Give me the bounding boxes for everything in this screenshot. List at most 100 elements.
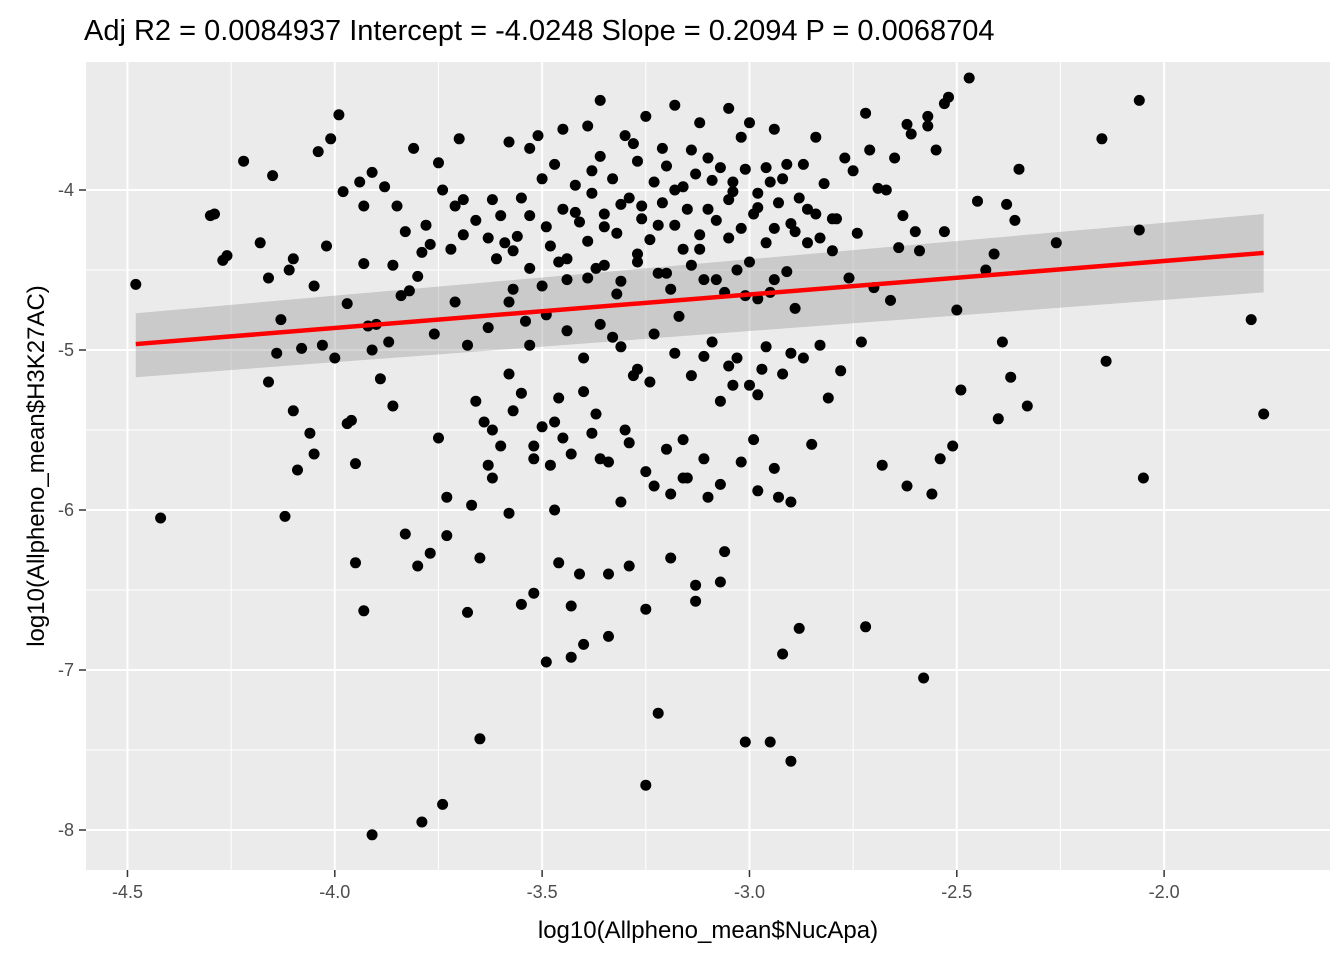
data-point	[661, 443, 672, 455]
data-point	[503, 368, 515, 380]
data-point	[549, 158, 561, 170]
data-point	[615, 496, 627, 508]
data-point	[1137, 472, 1149, 484]
data-point	[553, 256, 565, 268]
data-point	[694, 243, 706, 255]
data-point	[727, 176, 739, 188]
data-point	[901, 480, 913, 492]
y-tick-label: -5	[58, 340, 74, 360]
data-point	[922, 120, 934, 132]
data-point	[760, 237, 772, 249]
data-point	[714, 162, 726, 174]
data-point	[698, 350, 710, 362]
data-point	[474, 552, 486, 564]
data-point	[366, 829, 378, 841]
data-point	[603, 456, 614, 468]
data-point	[287, 405, 299, 417]
data-point	[279, 510, 291, 522]
data-point	[333, 109, 345, 121]
data-point	[553, 392, 565, 404]
data-point	[499, 237, 511, 249]
data-point	[474, 733, 486, 745]
data-point	[578, 638, 590, 650]
data-point	[785, 755, 797, 767]
data-point	[296, 342, 308, 354]
data-point	[345, 414, 357, 426]
data-point	[507, 245, 519, 257]
data-point	[254, 237, 266, 249]
data-point	[988, 248, 1000, 260]
data-point	[963, 72, 975, 84]
data-point	[598, 221, 610, 233]
data-point	[768, 123, 780, 135]
data-point	[623, 192, 635, 204]
data-point	[797, 352, 809, 364]
data-point	[938, 98, 950, 110]
data-point	[1009, 214, 1021, 226]
data-point	[412, 270, 424, 282]
data-point	[640, 603, 652, 615]
data-point	[507, 405, 519, 417]
data-point	[785, 496, 797, 508]
data-point	[387, 400, 399, 412]
data-point	[457, 229, 469, 241]
data-point	[1013, 163, 1025, 175]
x-axis-ticks: -4.5 -4.0 -3.5 -3.0 -2.5 -2.0	[112, 870, 1180, 902]
data-point	[685, 370, 697, 382]
data-point	[744, 379, 755, 391]
data-point	[366, 344, 378, 356]
data-point	[428, 328, 440, 340]
data-point	[482, 322, 494, 334]
data-point	[304, 427, 316, 439]
data-point	[486, 194, 498, 206]
data-point	[860, 621, 872, 633]
data-point	[536, 173, 548, 185]
data-point	[669, 184, 681, 196]
data-point	[329, 352, 341, 364]
data-point	[656, 197, 668, 209]
data-point	[677, 243, 689, 255]
regression-line	[135, 250, 1264, 347]
data-point	[515, 387, 527, 399]
data-point	[947, 440, 959, 452]
data-point	[557, 432, 569, 444]
data-point	[536, 280, 548, 292]
data-point	[719, 546, 731, 558]
data-point	[374, 373, 386, 385]
data-point	[636, 213, 648, 225]
data-point	[665, 283, 677, 295]
data-point	[744, 256, 755, 268]
data-point	[739, 736, 751, 748]
data-point	[424, 547, 436, 559]
data-point	[640, 110, 652, 122]
grid-major	[86, 62, 1330, 870]
data-point	[714, 395, 726, 407]
data-point	[437, 184, 449, 196]
data-point	[980, 264, 992, 276]
data-point	[403, 285, 415, 297]
data-point	[723, 360, 735, 372]
data-point	[441, 530, 453, 542]
data-point	[308, 448, 320, 460]
data-point	[391, 200, 403, 212]
data-point	[486, 472, 498, 484]
data-point	[640, 779, 652, 791]
data-point	[930, 144, 942, 156]
data-point	[491, 253, 502, 265]
data-point	[561, 325, 573, 337]
data-point	[358, 200, 370, 212]
data-point	[748, 434, 760, 446]
data-point	[951, 304, 963, 316]
data-point	[1100, 355, 1112, 367]
data-point	[789, 302, 801, 314]
data-point	[632, 256, 643, 268]
data-point	[777, 173, 789, 185]
data-point	[267, 170, 279, 182]
data-points	[130, 72, 1270, 841]
x-tick-label: -4.0	[319, 882, 350, 902]
data-point	[532, 130, 544, 142]
data-point	[569, 179, 581, 191]
data-point	[511, 230, 523, 242]
data-point	[818, 178, 830, 190]
data-point	[395, 290, 407, 302]
